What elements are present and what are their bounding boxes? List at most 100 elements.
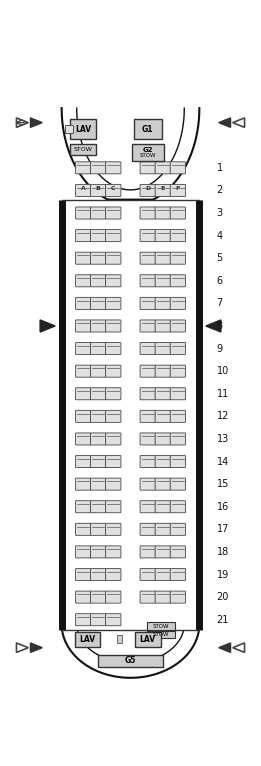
Text: 5: 5: [217, 254, 223, 264]
FancyBboxPatch shape: [91, 185, 106, 196]
FancyBboxPatch shape: [91, 523, 106, 535]
Text: 8: 8: [217, 321, 223, 331]
Text: LAV: LAV: [79, 634, 96, 643]
FancyBboxPatch shape: [91, 501, 106, 512]
FancyBboxPatch shape: [75, 275, 91, 286]
FancyBboxPatch shape: [91, 478, 106, 490]
FancyBboxPatch shape: [91, 591, 106, 603]
FancyBboxPatch shape: [106, 433, 121, 445]
FancyBboxPatch shape: [75, 320, 91, 332]
FancyBboxPatch shape: [170, 546, 186, 558]
FancyBboxPatch shape: [155, 320, 170, 332]
FancyBboxPatch shape: [155, 546, 170, 558]
FancyBboxPatch shape: [75, 411, 91, 422]
FancyBboxPatch shape: [75, 297, 91, 309]
FancyBboxPatch shape: [140, 342, 155, 355]
FancyBboxPatch shape: [140, 456, 155, 467]
Text: 7: 7: [217, 299, 223, 309]
FancyBboxPatch shape: [75, 365, 91, 377]
FancyBboxPatch shape: [155, 342, 170, 355]
FancyBboxPatch shape: [91, 162, 106, 174]
FancyBboxPatch shape: [140, 591, 155, 603]
FancyBboxPatch shape: [140, 230, 155, 241]
FancyBboxPatch shape: [170, 591, 186, 603]
FancyBboxPatch shape: [170, 411, 186, 422]
FancyBboxPatch shape: [75, 252, 91, 264]
Text: 13: 13: [217, 434, 229, 444]
FancyBboxPatch shape: [91, 614, 106, 626]
FancyBboxPatch shape: [75, 614, 91, 626]
FancyBboxPatch shape: [75, 523, 91, 535]
FancyBboxPatch shape: [170, 568, 186, 581]
FancyBboxPatch shape: [170, 162, 186, 174]
Bar: [70, 119, 96, 139]
FancyBboxPatch shape: [155, 433, 170, 445]
FancyBboxPatch shape: [75, 591, 91, 603]
FancyBboxPatch shape: [106, 207, 121, 219]
Text: 16: 16: [217, 502, 229, 512]
FancyBboxPatch shape: [75, 501, 91, 512]
FancyBboxPatch shape: [106, 523, 121, 535]
FancyBboxPatch shape: [140, 478, 155, 490]
Text: 3: 3: [217, 208, 223, 218]
Polygon shape: [219, 118, 230, 127]
FancyBboxPatch shape: [106, 614, 121, 626]
FancyBboxPatch shape: [91, 342, 106, 355]
FancyBboxPatch shape: [170, 320, 186, 332]
FancyBboxPatch shape: [106, 501, 121, 512]
Bar: [134, 119, 162, 139]
FancyBboxPatch shape: [75, 207, 91, 219]
Polygon shape: [206, 320, 221, 332]
Text: 11: 11: [217, 389, 229, 399]
FancyBboxPatch shape: [106, 591, 121, 603]
Text: 15: 15: [217, 480, 229, 489]
FancyBboxPatch shape: [170, 433, 186, 445]
Text: 18: 18: [217, 547, 229, 557]
FancyBboxPatch shape: [106, 365, 121, 377]
FancyBboxPatch shape: [106, 320, 121, 332]
Text: D: D: [145, 186, 150, 191]
FancyBboxPatch shape: [155, 365, 170, 377]
FancyBboxPatch shape: [155, 411, 170, 422]
FancyBboxPatch shape: [155, 275, 170, 286]
FancyBboxPatch shape: [155, 297, 170, 309]
FancyBboxPatch shape: [140, 501, 155, 512]
FancyBboxPatch shape: [170, 297, 186, 309]
FancyBboxPatch shape: [140, 275, 155, 286]
Text: 12: 12: [217, 411, 229, 421]
FancyBboxPatch shape: [170, 207, 186, 219]
Text: G1: G1: [142, 125, 153, 133]
FancyBboxPatch shape: [170, 365, 186, 377]
Text: B: B: [96, 186, 101, 191]
Text: C: C: [111, 186, 116, 191]
FancyBboxPatch shape: [75, 342, 91, 355]
FancyBboxPatch shape: [106, 342, 121, 355]
Bar: [65, 125, 74, 133]
FancyBboxPatch shape: [170, 342, 186, 355]
FancyBboxPatch shape: [91, 230, 106, 241]
FancyBboxPatch shape: [140, 411, 155, 422]
FancyBboxPatch shape: [106, 456, 121, 467]
FancyBboxPatch shape: [91, 297, 106, 309]
Text: STOW: STOW: [139, 153, 156, 158]
Text: STOW: STOW: [152, 624, 169, 629]
Polygon shape: [219, 643, 230, 653]
FancyBboxPatch shape: [91, 546, 106, 558]
FancyBboxPatch shape: [91, 275, 106, 286]
FancyBboxPatch shape: [140, 568, 155, 581]
FancyBboxPatch shape: [140, 320, 155, 332]
FancyBboxPatch shape: [91, 365, 106, 377]
Bar: [135, 631, 161, 647]
FancyBboxPatch shape: [155, 478, 170, 490]
Polygon shape: [40, 320, 55, 332]
FancyBboxPatch shape: [155, 523, 170, 535]
FancyBboxPatch shape: [155, 388, 170, 400]
FancyBboxPatch shape: [170, 185, 186, 196]
Text: STOW: STOW: [152, 632, 169, 637]
FancyBboxPatch shape: [170, 252, 186, 264]
FancyBboxPatch shape: [155, 591, 170, 603]
FancyBboxPatch shape: [140, 546, 155, 558]
FancyBboxPatch shape: [140, 388, 155, 400]
FancyBboxPatch shape: [91, 433, 106, 445]
FancyBboxPatch shape: [106, 478, 121, 490]
